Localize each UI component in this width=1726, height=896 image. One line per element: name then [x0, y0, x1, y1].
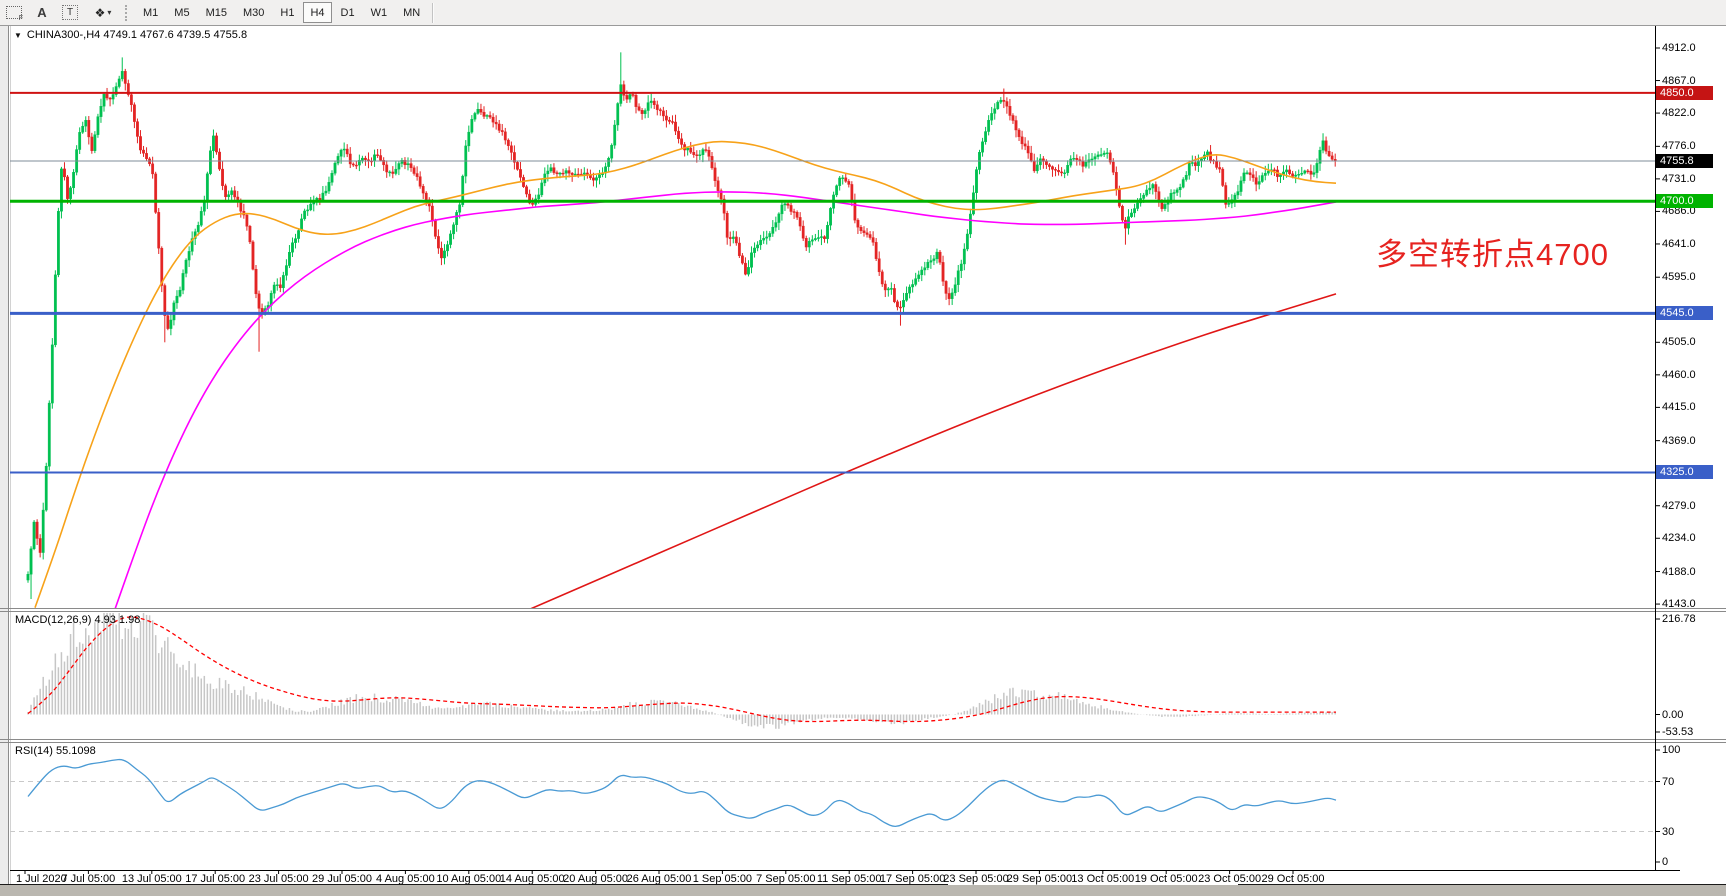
grid-icon: F [6, 6, 23, 22]
rsi-indicator-label: RSI(14) 55.1098 [15, 745, 96, 757]
timeframe-group: M1 M5 M15 M30 H1 H4 D1 W1 MN [135, 2, 428, 23]
time-axis-label: 11 Sep 05:00 [816, 873, 882, 885]
moving-averages-layer [34, 140, 1337, 608]
time-axis-label: 29 Jul 05:00 [312, 873, 372, 885]
price-axis-tick: 4776.0 [1662, 140, 1696, 153]
ma-fast-line [34, 140, 1337, 608]
price-axis-tick: 4912.0 [1662, 42, 1696, 54]
chart-menu-arrow-icon[interactable]: ▼ [14, 31, 22, 40]
price-axis-tick: 4188.0 [1662, 565, 1696, 578]
time-axis-label: 7 Sep 05:00 [756, 873, 816, 885]
time-axis-label: 19 Oct 05:00 [1134, 873, 1198, 885]
text-tool-icon: T [62, 5, 78, 20]
macd-scale-label: 216.78 [1662, 613, 1696, 625]
time-axis-label: 1 Sep 05:00 [692, 873, 753, 885]
price-badge-4700.0: 4700.0 [1656, 194, 1713, 209]
price-axis-tick: 4595.0 [1662, 271, 1696, 284]
price-badge-4545.0: 4545.0 [1656, 306, 1713, 321]
chart-text-annotation[interactable]: 多空转折点4700 [1376, 237, 1609, 272]
time-axis-label: 13 Jul 05:00 [121, 873, 182, 885]
time-axis-label: 1 Jul 2020 [16, 873, 67, 885]
macd-scale-label: 0.00 [1662, 708, 1684, 721]
time-axis-label: 23 Jul 05:00 [248, 873, 309, 885]
toolbar-grip[interactable] [125, 4, 130, 21]
time-axis-label: 4 Aug 05:00 [376, 873, 435, 885]
pane-left-border [10, 25, 11, 886]
timeframe-button-H4[interactable]: H4 [303, 2, 332, 23]
timeframe-button-D1[interactable]: D1 [340, 6, 355, 19]
time-axis-label: 17 Jul 05:00 [185, 873, 246, 885]
time-axis-label: 23 Oct 05:00 [1198, 873, 1262, 885]
time-axis-label: 17 Sep 05:00 [879, 873, 946, 885]
grid-icon-letter: F [18, 15, 23, 22]
macd-pane [27, 613, 1336, 729]
window-top-border [0, 25, 1726, 26]
toolbar-separator [432, 2, 435, 23]
price-axis-tick: 4641.0 [1662, 237, 1696, 250]
timeframe-button-M15[interactable]: M15 [205, 6, 227, 19]
chart-title: ▼ CHINA300-,H4 4749.1 4767.6 4739.5 4755.… [14, 29, 247, 41]
price-axis-tick: 4415.0 [1662, 401, 1696, 414]
text-label-tool-button[interactable]: A [29, 3, 55, 23]
rsi-scale-label: 70 [1662, 775, 1675, 788]
price-axis-tick: 4822.0 [1662, 107, 1696, 120]
time-axis-label: 26 Aug 05:00 [626, 873, 692, 885]
rsi-scale-label: 0 [1662, 856, 1669, 868]
rsi-pane [10, 758, 1655, 832]
text-tool-button[interactable]: T [57, 3, 83, 23]
window-left-border [8, 25, 9, 886]
macd-indicator-label: MACD(12,26,9) 4.93 1.98 [15, 614, 141, 626]
rsi-scale-label: 30 [1662, 825, 1675, 838]
time-axis-label: 20 Aug 05:00 [563, 873, 629, 885]
timeframe-button-W1[interactable]: W1 [370, 6, 388, 19]
price-axis-tick: 4867.0 [1662, 74, 1696, 87]
price-axis-tick: 4234.0 [1662, 532, 1696, 545]
left-gutter [0, 26, 8, 886]
chevron-down-icon[interactable]: ▾ [107, 8, 112, 17]
price-axis-tick: 4505.0 [1662, 336, 1696, 349]
timeframe-button-M1[interactable]: M1 [143, 6, 159, 19]
time-axis-label: 23 Sep 05:00 [943, 873, 1009, 885]
timeframe-button-MN[interactable]: MN [403, 6, 421, 19]
shapes-icon: ❖ [94, 5, 106, 20]
price-badge-4325.0: 4325.0 [1656, 465, 1713, 480]
text-label-icon: A [37, 5, 47, 20]
time-axis-label: 14 Aug 05:00 [499, 873, 565, 885]
shapes-tool-button[interactable]: ❖ ▾ [85, 3, 121, 23]
time-axis-label: 13 Oct 05:00 [1071, 873, 1135, 885]
toolbar: F A T ❖ ▾ M1 M5 M15 M30 H1 H4 D1 W1 MN [0, 0, 1726, 26]
grid-tool-button[interactable]: F [1, 3, 27, 23]
macd-scale-label: -53.53 [1662, 726, 1694, 738]
timeframe-button-H1[interactable]: H1 [280, 6, 295, 19]
time-axis-label: 7 Jul 05:00 [61, 873, 116, 885]
price-axis-tick: 4369.0 [1662, 434, 1696, 447]
time-axis-label: 29 Oct 05:00 [1261, 873, 1325, 885]
price-badge-4850.0: 4850.0 [1656, 85, 1713, 100]
price-axis-tick: 4143.0 [1662, 598, 1696, 611]
timeframe-button-M5[interactable]: M5 [174, 6, 190, 19]
price-axis-tick: 4460.0 [1662, 368, 1696, 381]
ma-mid-line [114, 191, 1337, 608]
time-axis-label: 10 Aug 05:00 [436, 873, 502, 885]
time-axis-label: 29 Sep 05:00 [1006, 873, 1073, 885]
chart-title-text: CHINA300-,H4 4749.1 4767.6 4739.5 4755.8 [26, 29, 248, 41]
bottom-border-segment [0, 884, 948, 885]
price-axis-tick: 4731.0 [1662, 172, 1696, 185]
timeframe-button-M30[interactable]: M30 [242, 6, 265, 19]
rsi-scale-label: 100 [1662, 744, 1681, 756]
price-badge-4755.8: 4755.8 [1656, 153, 1713, 168]
price-axis-tick: 4686.0 [1662, 205, 1696, 218]
ma-slow-line [530, 293, 1337, 608]
bottom-bar [0, 885, 1726, 896]
bottom-border-segment [1238, 884, 1726, 885]
price-axis-tick: 4279.0 [1662, 499, 1696, 512]
candles-layer [26, 52, 1337, 600]
